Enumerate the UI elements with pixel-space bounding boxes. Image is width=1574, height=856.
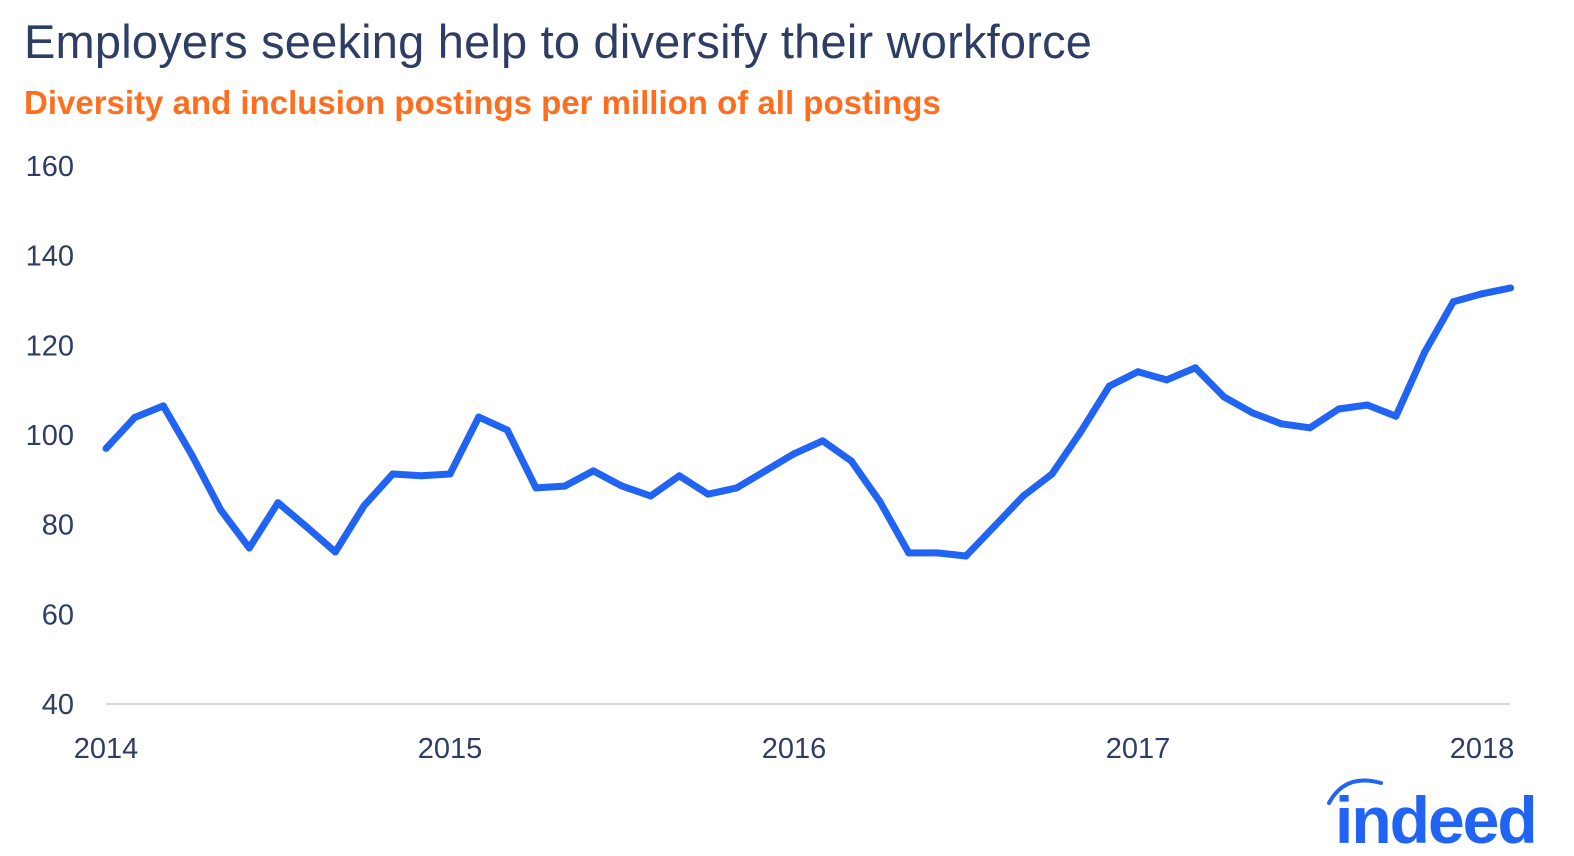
data-point <box>331 548 339 556</box>
data-point <box>1306 424 1314 432</box>
data-point <box>991 522 999 530</box>
x-tick-label: 2016 <box>762 733 827 765</box>
y-tick-label: 140 <box>26 241 74 273</box>
data-point <box>675 472 683 480</box>
data-point <box>905 549 913 557</box>
data-point <box>217 506 225 514</box>
y-tick-label: 120 <box>26 330 74 362</box>
data-point <box>589 467 597 475</box>
data-point <box>1507 284 1515 292</box>
logo-arc <box>1327 778 1383 805</box>
data-point <box>274 499 282 507</box>
data-point <box>245 544 253 552</box>
data-point <box>1277 420 1285 428</box>
data-point <box>1363 401 1371 409</box>
data-point <box>360 502 368 510</box>
y-tick-label: 40 <box>42 689 74 721</box>
y-tick-label: 100 <box>26 420 74 452</box>
data-point <box>446 470 454 478</box>
data-point <box>1392 412 1400 420</box>
x-tick-label: 2018 <box>1450 733 1515 765</box>
data-point <box>1191 364 1199 372</box>
y-tick-label: 60 <box>42 599 74 631</box>
data-point <box>1019 492 1027 500</box>
data-point <box>962 552 970 560</box>
data-point <box>1249 409 1257 417</box>
data-point <box>532 484 540 492</box>
data-point <box>1077 428 1085 436</box>
data-point <box>933 549 941 557</box>
x-tick-label: 2015 <box>418 733 483 765</box>
data-point <box>1220 393 1228 401</box>
data-point <box>647 492 655 500</box>
data-point <box>1134 368 1142 376</box>
data-point <box>475 413 483 421</box>
data-point <box>131 414 139 422</box>
data-point <box>1163 376 1171 384</box>
data-point <box>188 451 196 459</box>
data-point <box>1421 348 1429 356</box>
data-point <box>561 482 569 490</box>
data-point <box>303 523 311 531</box>
y-tick-label: 160 <box>26 151 74 183</box>
data-point <box>761 467 769 475</box>
series-line <box>103 284 1512 560</box>
data-point <box>1048 470 1056 478</box>
data-point <box>733 484 741 492</box>
data-point <box>704 490 712 498</box>
chart-subtitle: Diversity and inclusion postings per mil… <box>24 84 941 121</box>
data-point <box>102 444 110 452</box>
data-point <box>159 402 167 410</box>
data-point <box>847 457 855 465</box>
data-point <box>819 437 827 445</box>
indeed-logo: indeed <box>1327 778 1538 850</box>
data-point <box>1449 298 1457 306</box>
chart-title: Employers seeking help to diversify thei… <box>24 15 1093 68</box>
logo-text: indeed <box>1335 783 1536 850</box>
data-point <box>1478 290 1486 298</box>
x-tick-label: 2017 <box>1106 733 1171 765</box>
x-tick-label: 2014 <box>74 733 139 765</box>
data-point <box>618 482 626 490</box>
data-point <box>417 472 425 480</box>
data-point <box>503 426 511 434</box>
y-tick-label: 80 <box>42 510 74 542</box>
data-point <box>389 470 397 478</box>
data-point <box>1105 382 1113 390</box>
data-point <box>790 450 798 458</box>
data-point <box>1335 405 1343 413</box>
data-point <box>876 498 884 506</box>
